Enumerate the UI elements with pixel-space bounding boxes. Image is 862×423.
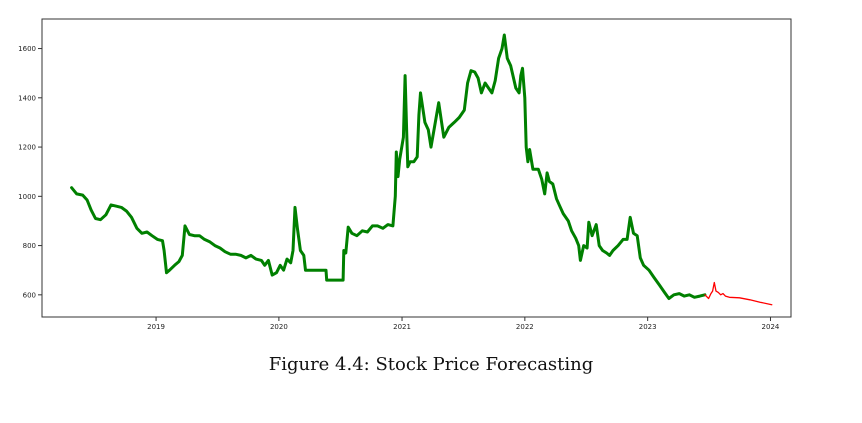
y-tick-label: 800 [23,242,36,250]
x-tick-label: 2023 [639,323,657,331]
y-axis: 600 800 1000 1200 1400 1600 [18,45,42,299]
y-tick-label: 1400 [18,94,36,102]
y-tick-label: 1600 [18,45,36,53]
historical-price-line [70,33,707,300]
x-tick-label: 2024 [762,323,780,331]
forecast-price-line [704,281,773,306]
figure-caption: Figure 4.4: Stock Price Forecasting [268,354,594,375]
plot-area-frame [41,18,792,318]
y-tick-label: 600 [23,291,36,299]
x-tick-label: 2019 [147,323,165,331]
x-axis: 2019 2020 2021 2022 2023 2024 [147,317,780,331]
series-layer [70,33,773,306]
y-tick-label: 1000 [18,193,36,201]
x-tick-label: 2022 [516,323,534,331]
x-tick-label: 2021 [393,323,411,331]
x-tick-label: 2020 [270,323,288,331]
y-tick-label: 1200 [18,144,36,152]
